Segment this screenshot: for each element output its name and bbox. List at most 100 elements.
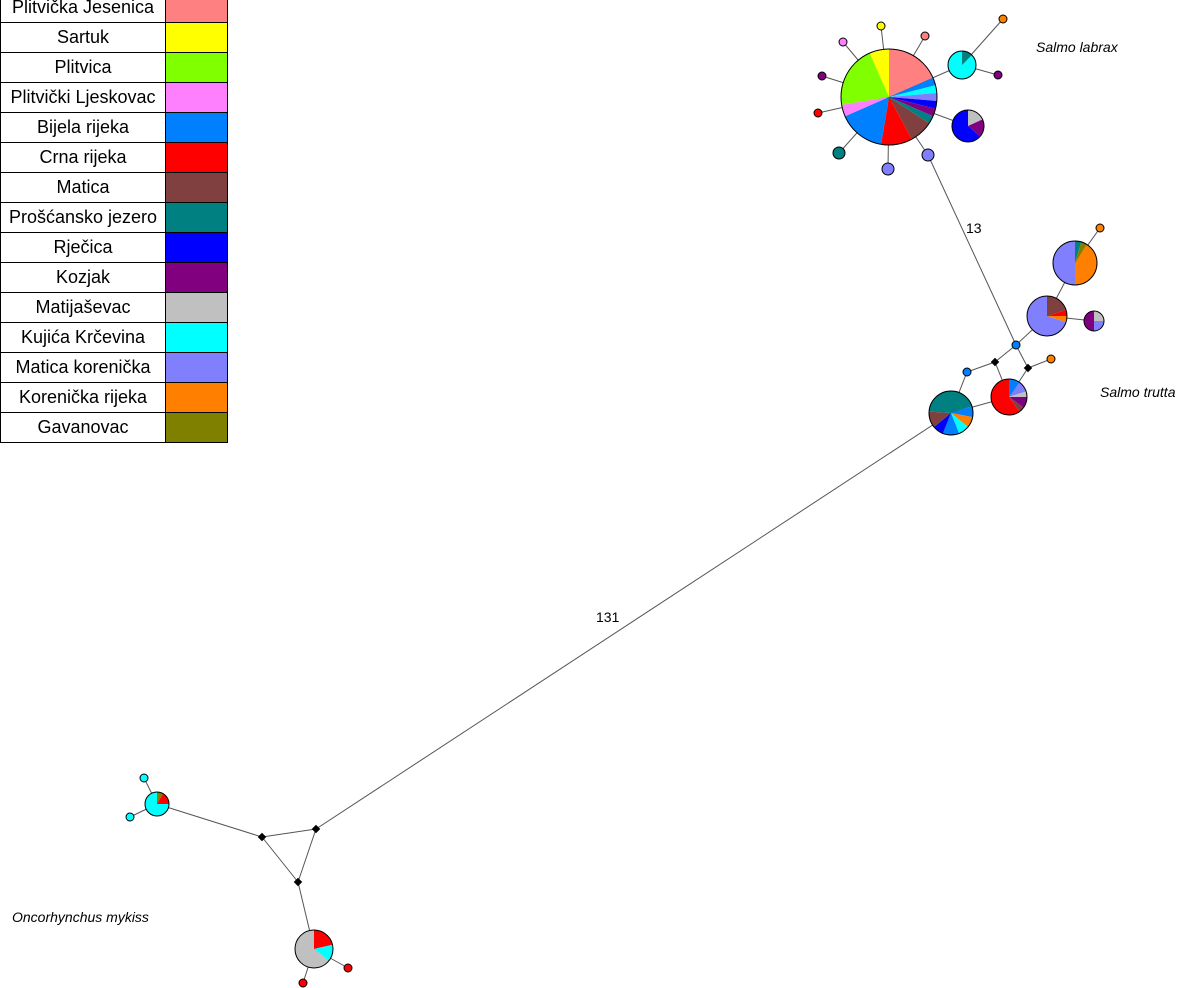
legend-label: Matica [0, 172, 166, 203]
haplotype-node [947, 50, 977, 80]
legend-label: Crna rijeka [0, 142, 166, 173]
legend-swatch [165, 262, 228, 293]
pie-slice [841, 97, 889, 117]
pie-slice [962, 51, 972, 65]
legend-row: Matica korenička [0, 352, 228, 383]
pie-slice [1075, 241, 1082, 263]
pie-slice [951, 406, 973, 418]
haplotype-node [993, 70, 1003, 80]
haplotype-node [921, 148, 935, 162]
legend-label: Korenička rijeka [0, 382, 166, 413]
pie-slice [968, 109, 983, 126]
haplotype-node [298, 978, 308, 988]
legend-label: Matijaševac [0, 292, 166, 323]
pie-slice [929, 411, 951, 428]
haplotype-node [1052, 240, 1098, 286]
legend-row: Kujića Krčevina [0, 322, 228, 353]
pie-slice [1047, 316, 1068, 323]
pie-slice [1009, 379, 1020, 397]
pie-slice [889, 49, 933, 97]
legend-label: Kujića Krčevina [0, 322, 166, 353]
pie-slice [1009, 391, 1027, 397]
legend-swatch [165, 172, 228, 203]
legend-label: Sartuk [0, 22, 166, 53]
pie-slice [1047, 296, 1067, 316]
legend-swatch [165, 322, 228, 353]
legend-label: Plitvički Ljeskovac [0, 82, 166, 113]
legend-label: Kozjak [0, 262, 166, 293]
edge-label-labrax-trutta: 13 [966, 220, 982, 236]
legend-swatch [165, 232, 228, 263]
legend-label: Matica korenička [0, 352, 166, 383]
network-edge [297, 828, 317, 883]
haplotype-node [928, 390, 974, 436]
haplotype-node [139, 773, 149, 783]
haplotype-node [144, 791, 170, 817]
median-vector [990, 357, 1000, 367]
pie-slice [881, 97, 912, 145]
haplotype-node [951, 109, 985, 143]
legend-row: Gavanovac [0, 412, 228, 443]
haplotype-node [1046, 354, 1056, 364]
pie-slice [1075, 241, 1087, 263]
network-edge [927, 154, 1017, 346]
network-edge [994, 344, 1017, 363]
haplotype-node [998, 14, 1008, 24]
haplotype-node [343, 963, 353, 973]
pie-slice [968, 119, 984, 137]
legend-label: Gavanovac [0, 412, 166, 443]
pie-slice [929, 391, 951, 413]
legend-label: Plitvička Jesenica [0, 0, 166, 23]
pie-slice [948, 51, 976, 79]
pie-slice [889, 85, 937, 97]
haplotype-node [817, 71, 827, 81]
network-edge [261, 836, 299, 883]
network-nodes [125, 14, 1105, 988]
haplotype-node [962, 367, 972, 377]
haplotype-node [876, 21, 886, 31]
legend-swatch [165, 82, 228, 113]
legend-swatch [165, 52, 228, 83]
haplotype-node [1026, 295, 1068, 337]
network-edge [156, 803, 263, 838]
haplotype-node [881, 162, 895, 176]
haplotype-node-labrax-main [840, 48, 938, 146]
legend-row: Bijela rijeka [0, 112, 228, 143]
legend-row: Plitvička Jesenica [0, 0, 228, 23]
pie-slice [1084, 311, 1094, 331]
pie-slice [869, 49, 889, 97]
edge-label-trutta-mykiss: 131 [596, 609, 620, 625]
haplotype-node [1095, 223, 1105, 233]
legend-swatch [165, 202, 228, 233]
pie-slice [951, 413, 973, 428]
pie-slice [841, 53, 889, 105]
legend-row: Sartuk [0, 22, 228, 53]
pie-slice [295, 930, 329, 968]
legend-swatch [165, 0, 228, 23]
pie-slice [889, 93, 938, 101]
pie-slice [934, 413, 951, 434]
legend-swatch [165, 382, 228, 413]
pie-slice [1009, 397, 1027, 408]
pie-slice [1075, 244, 1097, 285]
pie-slice [1094, 321, 1104, 331]
haplotype-node [990, 378, 1028, 416]
species-label-oncorhynchus-mykiss: Oncorhynchus mykiss [12, 909, 149, 925]
legend-swatch [165, 352, 228, 383]
haplotype-node [125, 812, 135, 822]
legend-row: Korenička rijeka [0, 382, 228, 413]
legend-label: Prošćansko jezero [0, 202, 166, 233]
haplotype-node [832, 146, 846, 160]
pie-slice [889, 77, 936, 97]
haplotype-node [294, 929, 334, 969]
legend-row: Plitvički Ljeskovac [0, 82, 228, 113]
legend-row: Matica [0, 172, 228, 203]
pie-slice [157, 792, 163, 804]
network-edge [966, 361, 996, 373]
network-edges [129, 18, 1101, 984]
pie-slice [889, 97, 933, 124]
legend-row: Prošćansko jezero [0, 202, 228, 233]
pie-slice [952, 110, 981, 142]
legend-row: Crna rijeka [0, 142, 228, 173]
